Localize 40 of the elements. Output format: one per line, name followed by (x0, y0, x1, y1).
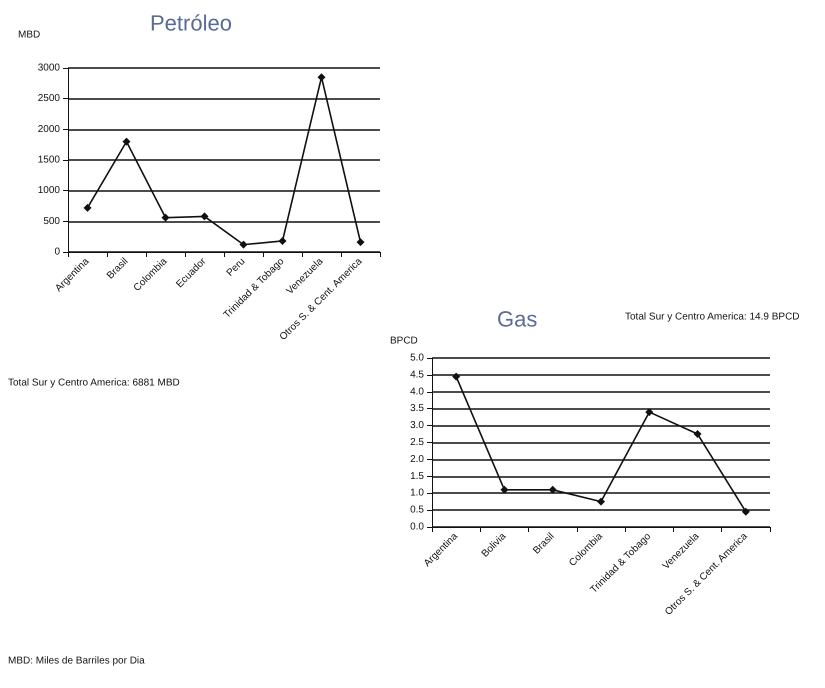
y-tick-label: 5.0 (410, 352, 424, 364)
y-tick-label: 4.5 (410, 369, 424, 380)
y-tick-label: 3000 (38, 62, 60, 74)
chart-title: Petróleo (150, 10, 232, 36)
y-tick-label: 2.5 (410, 436, 424, 448)
y-tick-label: 4.0 (410, 386, 424, 398)
point (84, 204, 92, 212)
y-tick-label: 3.0 (410, 420, 424, 432)
chart-title: Gas (497, 306, 538, 332)
point (318, 73, 326, 82)
point (356, 238, 364, 246)
point (548, 486, 557, 494)
y-tick-label: 1000 (38, 185, 60, 196)
point (694, 430, 702, 438)
point (597, 498, 605, 506)
point (742, 508, 750, 516)
y-axis-title: MBD (18, 30, 40, 40)
text: Total Sur y Centro America: 14.9 BPCD (625, 312, 800, 322)
point (240, 240, 248, 249)
y-tick-label: 0.5 (410, 504, 424, 516)
point (278, 236, 286, 245)
y-tick-label: 1.5 (410, 470, 424, 482)
text: MBD: Miles de Barriles por Dia (8, 656, 146, 666)
point (122, 138, 130, 146)
y-tick-label: 0.0 (410, 521, 424, 532)
point (645, 408, 654, 416)
y-tick-label: 2000 (38, 124, 60, 135)
y-tick-label: 2500 (38, 93, 60, 104)
y-tick-label: 500 (43, 216, 60, 227)
text: Total Sur y Centro America: 6881 MBD (8, 378, 180, 388)
point (452, 372, 460, 381)
point (162, 214, 170, 222)
y-tick-label: 1.0 (410, 488, 424, 499)
y-tick-label: 1500 (38, 154, 60, 166)
y-axis-title: BPCD (390, 336, 418, 346)
y-tick-label: 0 (54, 246, 60, 258)
y-tick-label: 2.0 (410, 454, 424, 465)
y-tick-label: 3.5 (410, 403, 424, 414)
point (500, 486, 508, 494)
point (200, 212, 208, 220)
